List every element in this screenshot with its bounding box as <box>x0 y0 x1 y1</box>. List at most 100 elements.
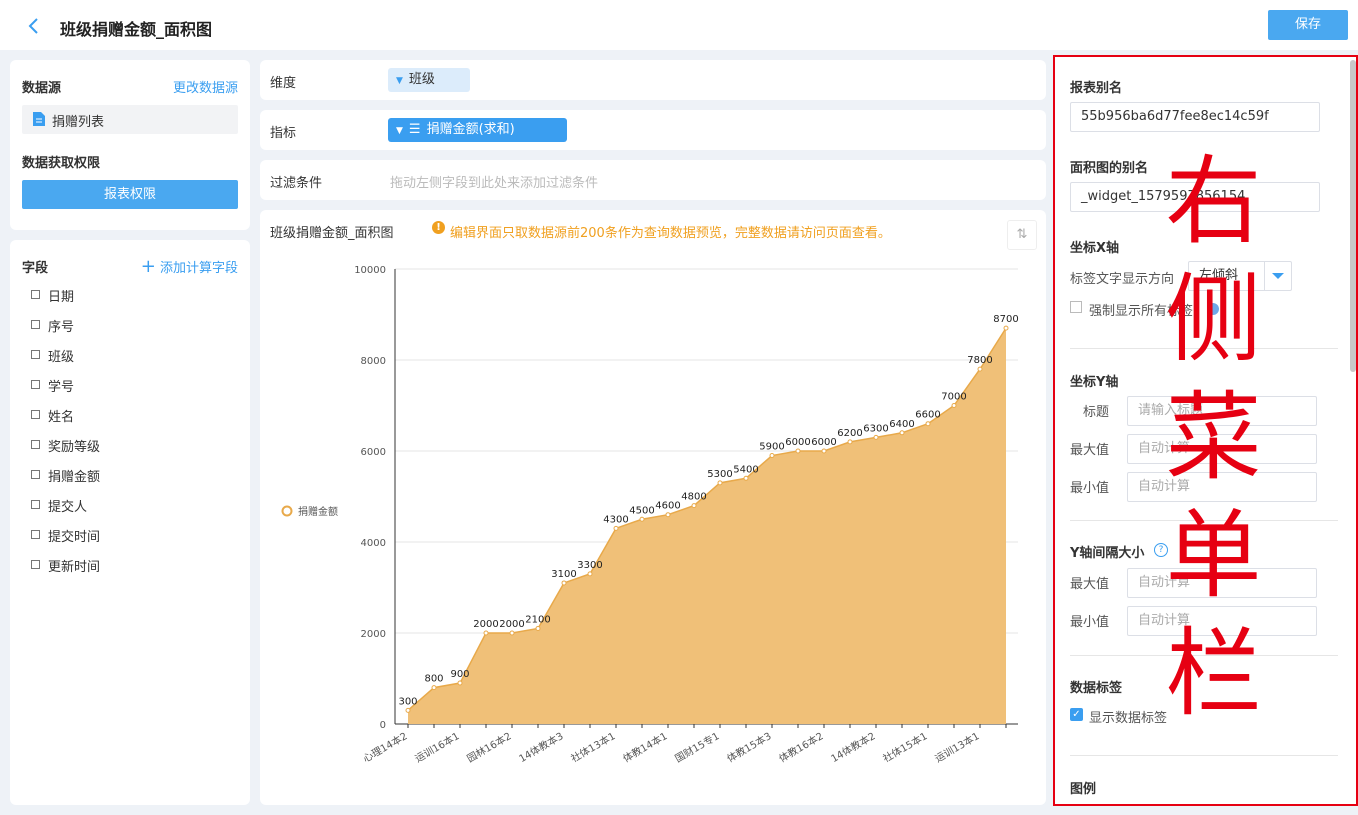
data-label-checkbox[interactable]: ✓ <box>1070 708 1083 721</box>
data-label: 3100 <box>551 569 576 580</box>
field-icon <box>31 440 40 449</box>
field-item[interactable]: 班级 <box>48 346 74 365</box>
legend-title: 图例 <box>1070 778 1096 797</box>
back-icon[interactable] <box>26 17 42 35</box>
field-icon <box>31 560 40 569</box>
field-item[interactable]: 学号 <box>48 376 74 395</box>
x-tick-label: 14体教本2 <box>828 729 877 765</box>
save-button[interactable]: 保存 <box>1268 10 1348 40</box>
field-item[interactable]: 奖励等级 <box>48 436 100 455</box>
data-label: 4300 <box>603 514 628 525</box>
point <box>770 454 774 458</box>
point <box>666 513 670 517</box>
data-label: 5400 <box>733 464 758 475</box>
data-label: 4800 <box>681 492 706 503</box>
field-item[interactable]: 提交时间 <box>48 526 100 545</box>
metric-chip[interactable]: ▼☰捐赠金额(求和) <box>388 118 567 142</box>
point <box>952 404 956 408</box>
data-label: 6000 <box>785 437 810 448</box>
point <box>744 476 748 480</box>
field-item[interactable]: 提交人 <box>48 496 87 515</box>
point <box>692 504 696 508</box>
point <box>874 435 878 439</box>
x-tick-label: 14体教本3 <box>516 729 565 765</box>
interval-min-label: 最小值 <box>1070 611 1109 630</box>
point <box>900 431 904 435</box>
fields-card <box>10 240 250 805</box>
data-label: 300 <box>398 696 417 707</box>
point <box>978 367 982 371</box>
point <box>796 449 800 453</box>
y-tick-label: 2000 <box>361 629 386 640</box>
legend-marker <box>283 507 292 516</box>
data-label: 900 <box>450 669 469 680</box>
y-tick-label: 4000 <box>361 538 386 549</box>
point <box>536 626 540 630</box>
dimension-row <box>260 60 1046 100</box>
point <box>484 631 488 635</box>
filter-row <box>260 160 1046 200</box>
data-source-title: 数据源 <box>22 77 61 96</box>
y-max-label: 最大值 <box>1070 439 1109 458</box>
x-tick-label: 体教16本2 <box>776 729 825 765</box>
x-tick-label: 运训13本1 <box>932 729 981 765</box>
field-icon <box>31 350 40 359</box>
chart-alias-label: 面积图的别名 <box>1070 157 1148 176</box>
change-source-link[interactable]: 更改数据源 <box>173 77 238 96</box>
field-icon <box>31 380 40 389</box>
field-item[interactable]: 捐赠金额 <box>48 466 100 485</box>
permission-button[interactable]: 报表权限 <box>22 180 238 209</box>
interval-max-label: 最大值 <box>1070 573 1109 592</box>
filter-label: 过滤条件 <box>270 172 322 191</box>
source-name: 捐赠列表 <box>52 111 104 130</box>
y-tick-label: 0 <box>380 720 386 731</box>
divider <box>1070 755 1338 756</box>
data-label: 6200 <box>837 428 862 439</box>
dimension-label: 维度 <box>270 72 296 91</box>
permission-title: 数据获取权限 <box>22 152 100 171</box>
point <box>406 708 410 712</box>
add-field-link[interactable]: + 添加计算字段 <box>141 257 238 276</box>
field-item[interactable]: 更新时间 <box>48 556 100 575</box>
x-tick-label: 运训16本1 <box>412 729 461 765</box>
field-icon <box>31 530 40 539</box>
metric-value: 捐赠金额(求和) <box>427 122 515 137</box>
y-tick-label: 10000 <box>354 265 386 276</box>
legend-label: 捐赠金额 <box>298 505 338 518</box>
fields-title: 字段 <box>22 257 48 276</box>
annotation: 右侧菜单栏 <box>1150 150 1260 740</box>
dimension-value: 班级 <box>409 72 435 87</box>
field-icon <box>31 500 40 509</box>
area <box>408 328 1006 724</box>
scrollbar[interactable] <box>1350 60 1356 372</box>
field-icon <box>31 320 40 329</box>
data-label: 5300 <box>707 469 732 480</box>
add-field-text: 添加计算字段 <box>160 261 238 276</box>
x-tick-label: 体教14本1 <box>620 729 669 765</box>
field-item[interactable]: 姓名 <box>48 406 74 425</box>
alias-input[interactable]: 55b956ba6d77fee8ec14c59f <box>1070 102 1320 132</box>
force-checkbox[interactable] <box>1070 301 1082 313</box>
data-label: 5900 <box>759 442 784 453</box>
report-title: 班级捐赠金额_面积图 <box>60 16 212 40</box>
x-tick-label: 园林16本2 <box>464 729 513 765</box>
select-divider <box>1264 262 1265 290</box>
point <box>588 572 592 576</box>
data-label: 3300 <box>577 560 602 571</box>
select-arrow <box>1272 272 1284 280</box>
field-item[interactable]: 序号 <box>48 316 74 335</box>
field-item[interactable]: 日期 <box>48 286 74 305</box>
data-label: 6600 <box>915 410 940 421</box>
dimension-chip[interactable]: ▼班级 <box>388 68 470 92</box>
y-min-label: 最小值 <box>1070 477 1109 496</box>
data-label: 8700 <box>993 314 1018 325</box>
x-tick-label: 社体13本1 <box>568 729 617 765</box>
point <box>822 449 826 453</box>
point <box>718 481 722 485</box>
x-tick-label: 国财15专1 <box>672 729 721 765</box>
data-label: 4600 <box>655 501 680 512</box>
x-tick-label: 心理14本2 <box>360 729 409 765</box>
field-icon <box>31 470 40 479</box>
field-icon <box>31 290 40 299</box>
metric-row <box>260 110 1046 150</box>
